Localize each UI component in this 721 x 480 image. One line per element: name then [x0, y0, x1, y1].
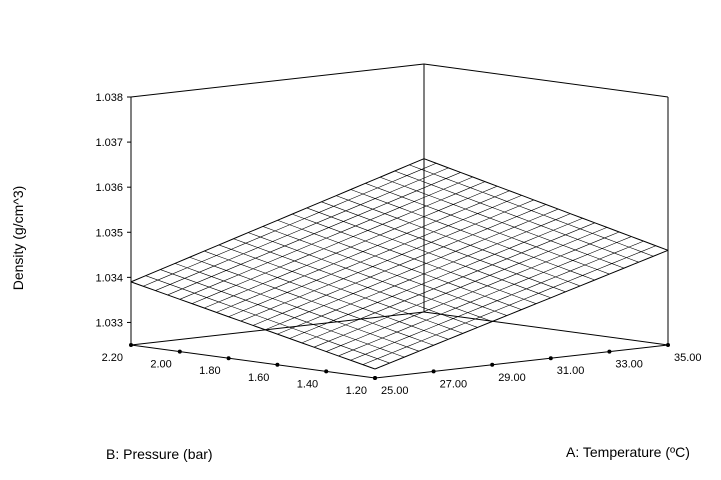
mesh-line-pressure-0	[374, 249, 669, 370]
pressure-tick-label: 1.60	[248, 372, 269, 384]
pressure-tick-mark	[275, 362, 280, 367]
pressure-tick-mark	[324, 369, 329, 374]
pressure-tick-mark	[129, 343, 133, 347]
y-axis-title: B: Pressure (bar)	[106, 446, 213, 462]
temperature-tick-label: 25.00	[381, 385, 409, 397]
z-tick-label: 1.037	[95, 137, 123, 149]
temperature-tick-label: 29.00	[498, 372, 526, 384]
pressure-tick-label: 1.20	[346, 385, 367, 397]
pressure-tick-label: 1.80	[199, 365, 220, 377]
box-floor-front-right-edge	[374, 344, 669, 379]
temperature-tick-label: 33.00	[615, 359, 643, 371]
temperature-tick-label: 35.00	[674, 352, 702, 364]
axis-ticks: 1.033 1.034 1.035 1.036 1.037 1.038 1.20 1.40 1.…	[95, 92, 701, 397]
mesh-line-pressure-4	[326, 231, 620, 352]
temperature-tick-mark	[490, 362, 495, 367]
box-top-right-edge	[423, 63, 669, 98]
temperature-tick-label: 31.00	[557, 365, 585, 377]
mesh-line-pressure-1	[362, 245, 656, 365]
z-tick-label: 1.036	[95, 182, 123, 194]
mesh-line-pressure-11	[240, 199, 534, 322]
z-tick-label: 1.033	[95, 318, 123, 330]
mesh-line-pressure-12	[228, 195, 522, 317]
box-floor-back-left-edge	[130, 311, 425, 346]
mesh-line-pressure-5	[313, 227, 608, 348]
mesh-line-pressure-19	[143, 162, 437, 287]
temperature-tick-mark	[607, 349, 612, 354]
mesh-line-pressure-14	[204, 185, 498, 309]
mesh-line-pressure-7	[289, 217, 583, 339]
temperature-tick-mark	[431, 369, 436, 374]
mesh-line-pressure-16	[179, 176, 473, 300]
temperature-tick-label: 27.00	[440, 378, 468, 390]
z-tick-label: 1.038	[95, 92, 123, 104]
temperature-tick-mark	[373, 376, 377, 380]
mesh-line-pressure-10	[252, 204, 547, 326]
mesh-line-pressure-2	[350, 240, 644, 361]
temperature-tick-mark	[666, 343, 670, 347]
temperature-tick-mark	[548, 356, 553, 361]
mesh-line-pressure-8	[277, 213, 571, 335]
pressure-tick-mark	[226, 356, 231, 361]
box-floor-front-left-edge	[130, 344, 376, 379]
box-top-left-edge	[130, 63, 425, 98]
z-tick-label: 1.035	[95, 227, 123, 239]
z-tick-label: 1.034	[95, 272, 123, 284]
pressure-tick-label: 2.00	[150, 359, 171, 371]
mesh-line-pressure-17	[167, 172, 461, 296]
mesh-line-pressure-6	[301, 222, 595, 344]
pressure-tick-label: 1.40	[297, 378, 318, 390]
mesh-line-pressure-18	[155, 167, 449, 291]
z-axis-title: Density (g/cm^3)	[10, 186, 26, 291]
mesh-line-pressure-20	[130, 158, 425, 283]
mesh-line-pressure-15	[191, 181, 486, 304]
bounding-box	[130, 63, 669, 379]
box-floor-back-right-edge	[423, 311, 669, 346]
mesh-line-pressure-3	[338, 236, 632, 357]
pressure-tick-mark	[177, 349, 182, 354]
pressure-tick-label: 2.20	[102, 352, 123, 364]
mesh-line-pressure-13	[216, 190, 510, 313]
x-axis-title: A: Temperature (ºC)	[566, 444, 690, 460]
surface-mesh	[130, 158, 669, 370]
mesh-line-pressure-9	[265, 208, 559, 331]
